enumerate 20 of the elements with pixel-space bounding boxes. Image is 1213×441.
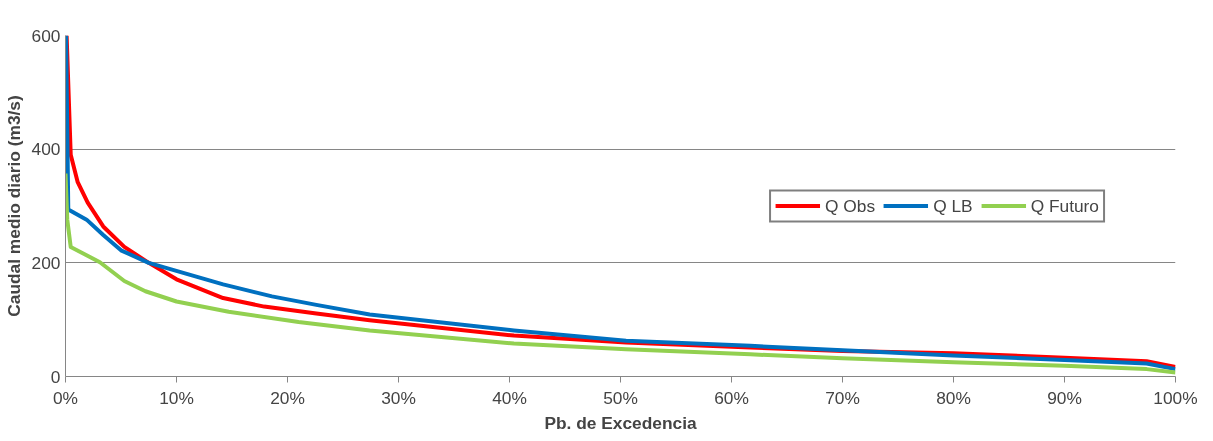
x-tick-label: 70% bbox=[825, 387, 860, 408]
x-tick-label: 60% bbox=[714, 387, 749, 408]
legend-label: Q Futuro bbox=[1030, 195, 1099, 216]
x-tick-label: 10% bbox=[159, 387, 194, 408]
legend-label: Q LB bbox=[933, 195, 973, 216]
x-tick-label: 30% bbox=[381, 387, 416, 408]
y-tick-label: 200 bbox=[31, 252, 61, 273]
y-tick-label: 400 bbox=[31, 139, 61, 160]
x-tick-label: 20% bbox=[270, 387, 305, 408]
x-tick-label: 100% bbox=[1153, 387, 1198, 408]
y-tick-label: 0 bbox=[50, 366, 61, 387]
x-tick-label: 90% bbox=[1047, 387, 1082, 408]
legend-label: Q Obs bbox=[825, 195, 876, 216]
x-tick-label: 0% bbox=[52, 387, 79, 408]
y-axis-title: Caudal medio diario (m3/s) bbox=[3, 95, 24, 317]
x-tick-label: 50% bbox=[603, 387, 638, 408]
x-axis-title: Pb. de Excedencia bbox=[544, 412, 697, 433]
x-tick-label: 40% bbox=[492, 387, 527, 408]
x-tick-label: 80% bbox=[936, 387, 971, 408]
y-tick-label: 600 bbox=[31, 25, 61, 46]
